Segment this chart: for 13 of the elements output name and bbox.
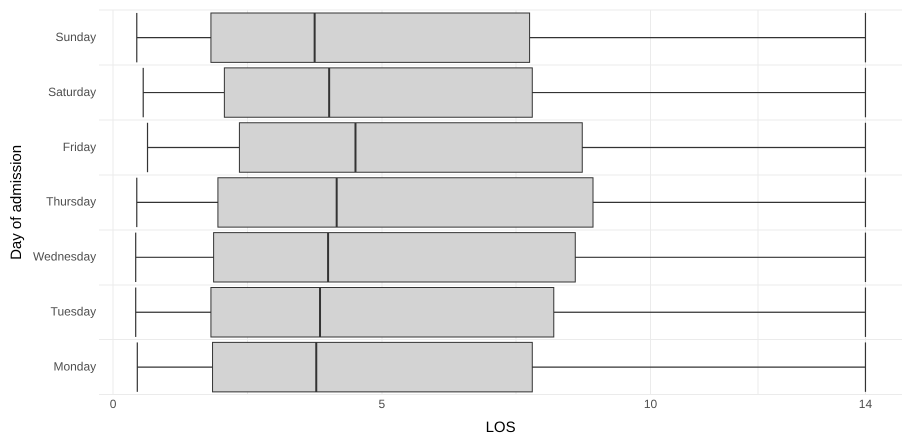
y-tick-label: Monday [53,359,96,374]
y-tick-label: Wednesday [32,250,96,264]
x-tick-label: 5 [378,397,386,412]
y-tick-label: Friday [62,140,96,154]
x-axis-title: LOS [486,419,516,436]
x-tick-label: 10 [644,397,658,412]
y-tick-label: Thursday [46,194,96,209]
y-axis-title: Day of admission [8,144,26,260]
y-tick-label: Saturday [48,84,96,99]
y-tick-label: Sunday [55,30,96,44]
x-tick-label: 14 [858,397,872,412]
x-tick-label: 0 [110,397,117,412]
y-tick-label: Tuesday [50,304,96,319]
